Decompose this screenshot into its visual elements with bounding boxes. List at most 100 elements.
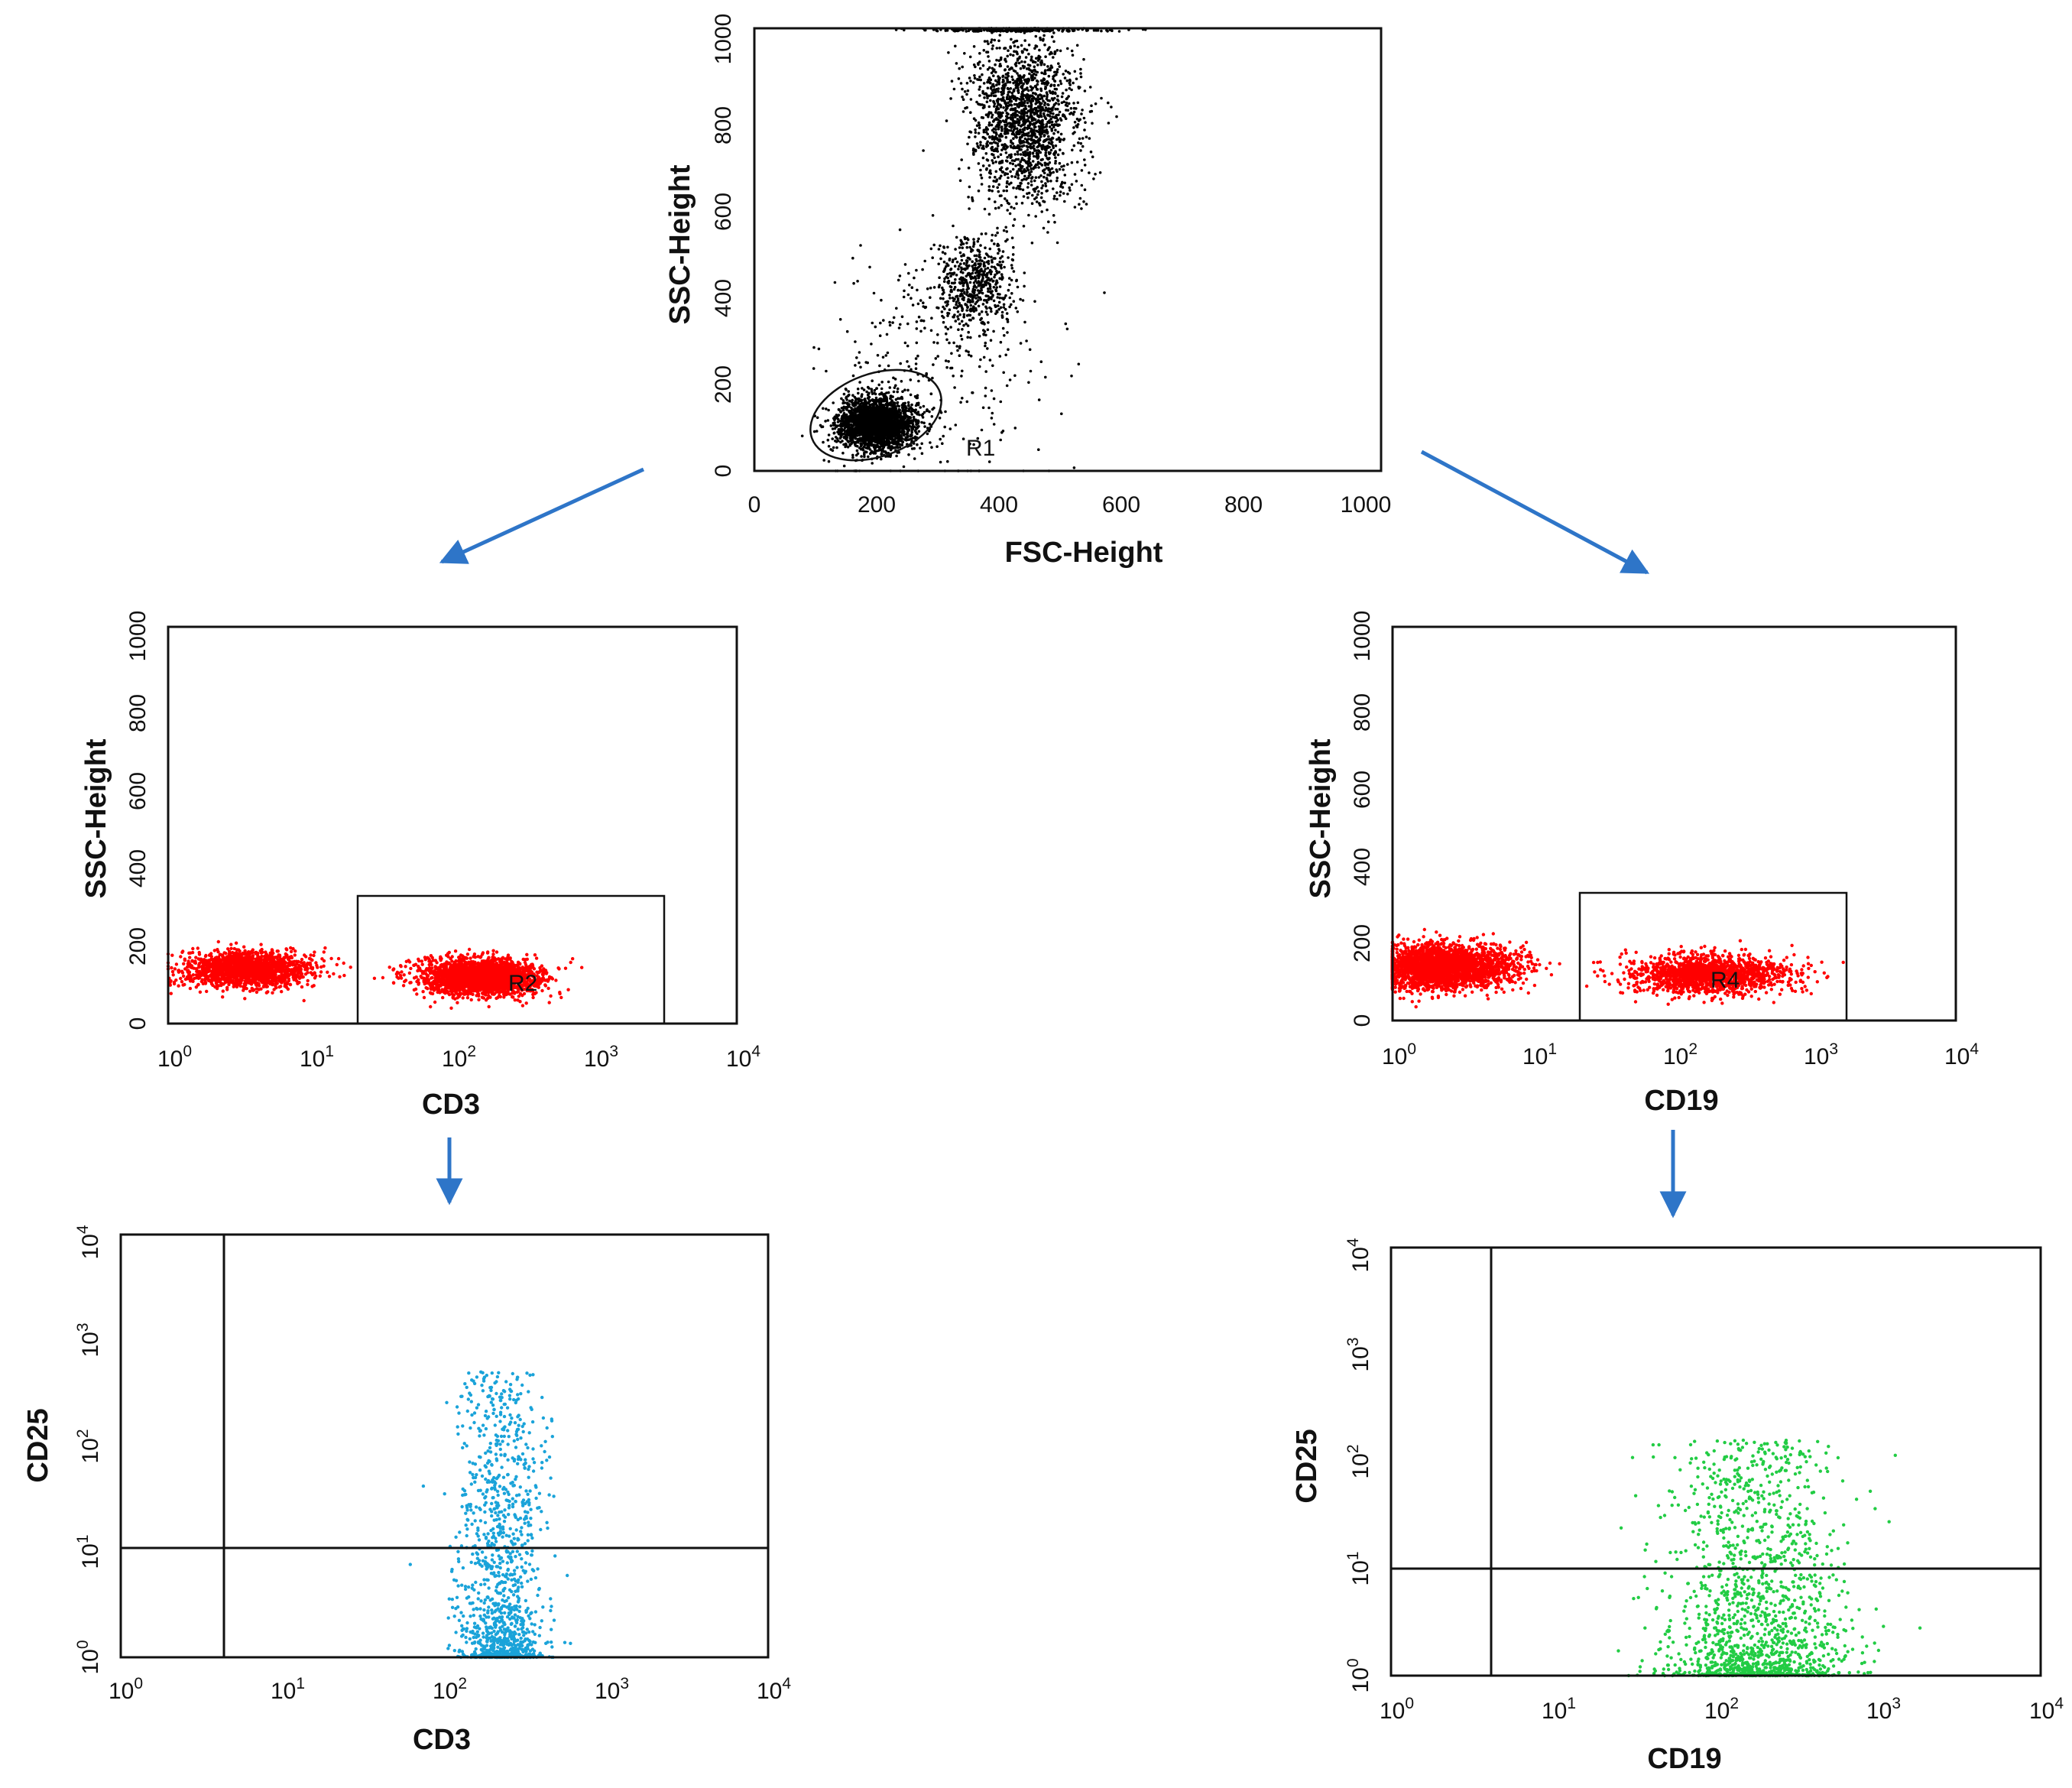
event-dot-granulocytes xyxy=(1008,212,1012,216)
event-dot-granulocytes xyxy=(1015,202,1018,206)
event-dot-granulocytes xyxy=(1039,114,1042,117)
event-dot-monocytes xyxy=(969,272,972,276)
event-dot-granulocytes xyxy=(1006,238,1009,242)
arrow-to-cd3-panel xyxy=(439,467,645,564)
event-dot-monocytes xyxy=(949,290,952,294)
event-dot-granulocytes xyxy=(1019,81,1023,85)
event-dot-lymphocytes xyxy=(907,417,910,420)
event-dot-granulocytes xyxy=(1010,141,1013,144)
event-dot-monocytes xyxy=(973,254,977,258)
event-dot-monocytes xyxy=(965,274,968,278)
event-dot-granulocytes xyxy=(1007,49,1010,52)
event-dot-granulocytes xyxy=(1035,99,1038,102)
event-dot-debris xyxy=(936,355,939,358)
event-dot-monocytes xyxy=(958,246,961,249)
event-dot-lymphocytes xyxy=(840,429,843,432)
event-dot-monocytes xyxy=(1010,278,1013,282)
event-dot-monocytes xyxy=(954,248,957,251)
event-dot-granulocytes xyxy=(1037,125,1041,128)
event-dot-debris xyxy=(963,277,966,281)
event-dot-monocytes xyxy=(968,281,972,284)
event-dot-granulocytes xyxy=(1001,74,1005,78)
event-dot-lymphocytes xyxy=(866,406,869,410)
event-dot-granulocytes xyxy=(1044,182,1047,185)
event-dot-debris xyxy=(880,417,883,420)
event-dot-lymphocytes xyxy=(867,455,870,459)
event-dot-lymphocytes xyxy=(837,407,841,411)
event-dot-granulocytes xyxy=(978,126,981,129)
event-dot-granulocytes xyxy=(1036,59,1040,62)
event-dot-debris xyxy=(980,428,984,432)
event-dot-granulocytes xyxy=(998,167,1002,171)
event-dot-granulocytes xyxy=(1020,182,1023,185)
event-dot-granulocytes xyxy=(993,156,996,160)
event-dot-debris xyxy=(991,411,994,415)
event-dot-granulocytes xyxy=(1026,82,1029,85)
event-dot-monocytes xyxy=(977,304,981,308)
event-dot-monocytes xyxy=(981,276,984,280)
event-dot-monocytes xyxy=(943,268,946,272)
event-dot-granulocytes xyxy=(973,76,977,80)
event-dot-granulocytes xyxy=(1030,112,1033,115)
event-dot-granulocytes xyxy=(1019,160,1022,164)
event-dot-monocytes xyxy=(948,308,952,312)
event-dot-granulocytes xyxy=(1010,104,1013,107)
event-dot-granulocytes xyxy=(978,75,981,79)
event-dot-granulocytes xyxy=(1044,109,1047,112)
event-dot-monocytes xyxy=(953,297,956,301)
event-dot-granulocytes xyxy=(1080,183,1084,187)
event-dot-debris xyxy=(1037,448,1040,451)
event-dot-granulocytes xyxy=(1017,153,1020,156)
event-dot-granulocytes xyxy=(1046,208,1049,212)
event-dot-monocytes xyxy=(992,299,996,303)
event-dot-monocytes xyxy=(954,257,957,261)
event-dot-monocytes xyxy=(959,334,963,338)
event-dot-granulocytes xyxy=(1003,143,1007,146)
event-dot-granulocytes xyxy=(1068,81,1072,85)
event-dot-lymphocytes xyxy=(858,446,861,449)
event-dot-granulocytes xyxy=(978,52,981,55)
event-dot-granulocytes xyxy=(1012,113,1016,117)
event-dot-granulocytes xyxy=(1050,52,1053,55)
event-dot-lymphocytes xyxy=(822,407,825,410)
event-dot-granulocytes xyxy=(977,121,981,125)
event-dot-debris xyxy=(945,365,948,369)
event-dot-monocytes xyxy=(986,313,989,316)
event-dot-monocytes xyxy=(978,313,981,316)
event-dot-granulocytes xyxy=(1055,98,1059,102)
event-dot-lymphocytes xyxy=(829,424,833,427)
event-dot-granulocytes xyxy=(1062,138,1066,141)
event-dot-lymphocytes xyxy=(826,419,830,422)
event-dot-granulocytes xyxy=(1025,48,1029,52)
event-dot-debris xyxy=(1006,331,1009,334)
event-dot-granulocytes xyxy=(1036,114,1039,118)
event-dot-granulocytes xyxy=(1041,39,1045,42)
event-dot-monocytes xyxy=(962,323,965,327)
event-dot-granulocytes xyxy=(1033,97,1036,100)
event-dot-debris xyxy=(889,455,892,458)
event-dot-lymphocytes xyxy=(906,388,910,392)
event-dot-granulocytes xyxy=(1069,107,1073,110)
event-dot-lymphocytes xyxy=(876,409,880,413)
event-dot-lymphocytes xyxy=(874,400,878,404)
event-dot-granulocytes xyxy=(1068,102,1071,105)
event-dot-granulocytes xyxy=(957,77,961,80)
event-dot-granulocytes xyxy=(979,174,983,177)
event-dot-lymphocytes xyxy=(915,423,918,426)
event-dot-granulocytes xyxy=(1088,110,1092,113)
event-dot-granulocytes xyxy=(996,144,1000,148)
event-dot-lymphocytes xyxy=(890,417,893,421)
event-dot-granulocytes xyxy=(1051,136,1054,140)
event-dot-monocytes xyxy=(955,261,959,264)
event-dot-granulocytes xyxy=(1006,131,1010,135)
event-dot-granulocytes xyxy=(972,63,976,67)
event-dot-granulocytes xyxy=(1055,138,1059,141)
event-dot-lymphocytes xyxy=(888,386,892,389)
event-dot-lymphocytes xyxy=(867,428,870,432)
event-dot-granulocytes xyxy=(1030,57,1033,61)
event-dot-granulocytes xyxy=(1042,63,1046,67)
event-dot-granulocytes xyxy=(1043,43,1046,47)
event-dot-monocytes xyxy=(981,303,985,306)
event-dot-lymphocytes xyxy=(851,398,854,402)
event-dot-granulocytes xyxy=(1052,112,1055,115)
